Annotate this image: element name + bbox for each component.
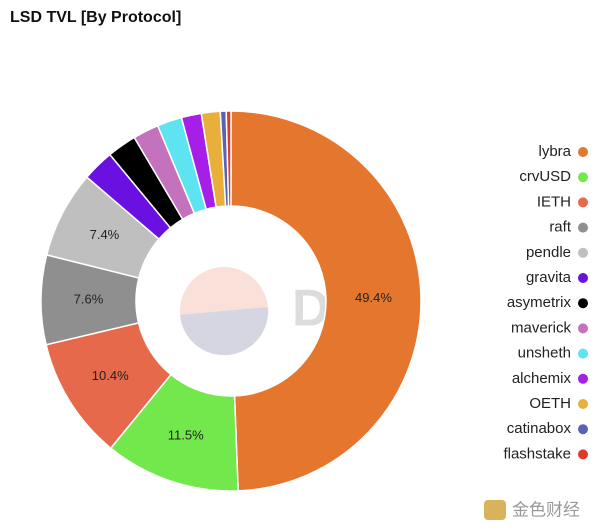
data-label: 10.4% (92, 368, 129, 383)
legend-swatch (578, 222, 588, 233)
slice (225, 110, 232, 207)
footer-logo: 金色财经 (512, 500, 580, 519)
legend-label: maverick (511, 319, 572, 336)
data-label: 49.4% (355, 290, 392, 305)
data-label: 7.6% (74, 292, 104, 307)
slice (230, 110, 422, 492)
legend-label: raft (549, 219, 572, 236)
legend-label: crvUSD (519, 168, 571, 185)
legend-swatch (578, 147, 588, 157)
data-label: 11.5% (168, 428, 204, 443)
legend-swatch (578, 348, 588, 359)
legend-swatch (578, 424, 588, 435)
legend-label: pendle (526, 244, 571, 261)
legend-label: alchemix (512, 370, 572, 387)
chart-title: LSD TVL [By Protocol] (10, 9, 181, 26)
legend-swatch (578, 172, 588, 183)
legend-swatch (578, 298, 588, 309)
legend-swatch (578, 247, 588, 258)
legend-label: unsheth (518, 345, 571, 362)
legend-swatch (578, 323, 588, 334)
legend-label: flashstake (503, 445, 571, 462)
legend-swatch (578, 197, 588, 208)
legend-label: gravita (526, 269, 572, 286)
legend-label: OETH (529, 395, 571, 412)
watermark-logo (180, 267, 269, 356)
legend-swatch (578, 399, 588, 409)
data-label: 7.4% (90, 227, 120, 242)
legend-label: catinabox (507, 420, 572, 437)
legend-swatch (578, 273, 588, 283)
legend-label: IETH (537, 193, 571, 210)
legend-label: asymetrix (507, 294, 572, 311)
legend-swatch (578, 373, 588, 384)
legend-swatch (578, 449, 588, 460)
footer-icon (484, 500, 506, 520)
legend-label: lybra (538, 143, 571, 160)
